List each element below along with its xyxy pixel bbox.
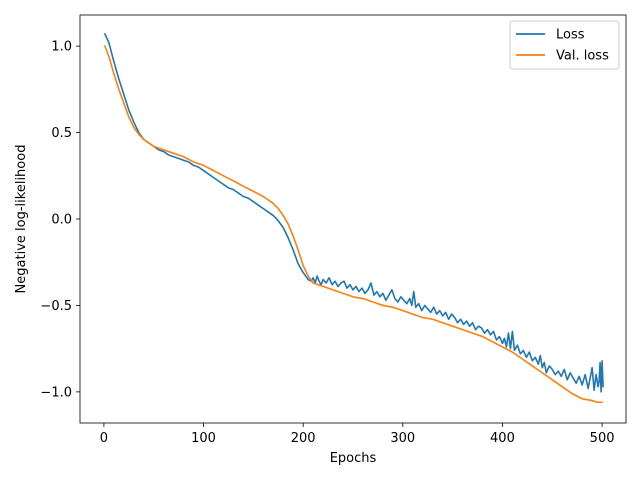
y-tick-label: 0.5 xyxy=(51,126,72,141)
series-line-loss xyxy=(103,32,604,393)
y-tick-label: −1.0 xyxy=(40,385,72,400)
plot-area xyxy=(80,15,626,423)
y-tick-label: −0.5 xyxy=(40,299,72,314)
y-tick-label: 0.0 xyxy=(51,213,72,228)
legend-label-val-loss: Val. loss xyxy=(556,49,609,64)
x-tick-label: 400 xyxy=(490,431,515,446)
legend-label-loss: Loss xyxy=(556,28,585,43)
x-tick-label: 500 xyxy=(590,431,615,446)
legend: Loss Val. loss xyxy=(509,20,620,70)
x-axis: 0 100 200 300 400 500 xyxy=(100,423,615,446)
y-axis-label: Negative log-likelihood xyxy=(14,145,29,294)
x-tick-label: 0 xyxy=(100,431,108,446)
x-axis-label: Epochs xyxy=(330,451,377,466)
series-layer xyxy=(103,32,604,404)
y-tick-label: 1.0 xyxy=(51,40,72,55)
x-tick-label: 300 xyxy=(390,431,415,446)
x-tick-label: 200 xyxy=(291,431,316,446)
x-tick-label: 100 xyxy=(191,431,216,446)
legend-box xyxy=(509,20,620,70)
series-line-val-loss xyxy=(103,45,603,404)
y-axis: 1.0 0.5 0.0 −0.5 −1.0 xyxy=(40,40,80,400)
